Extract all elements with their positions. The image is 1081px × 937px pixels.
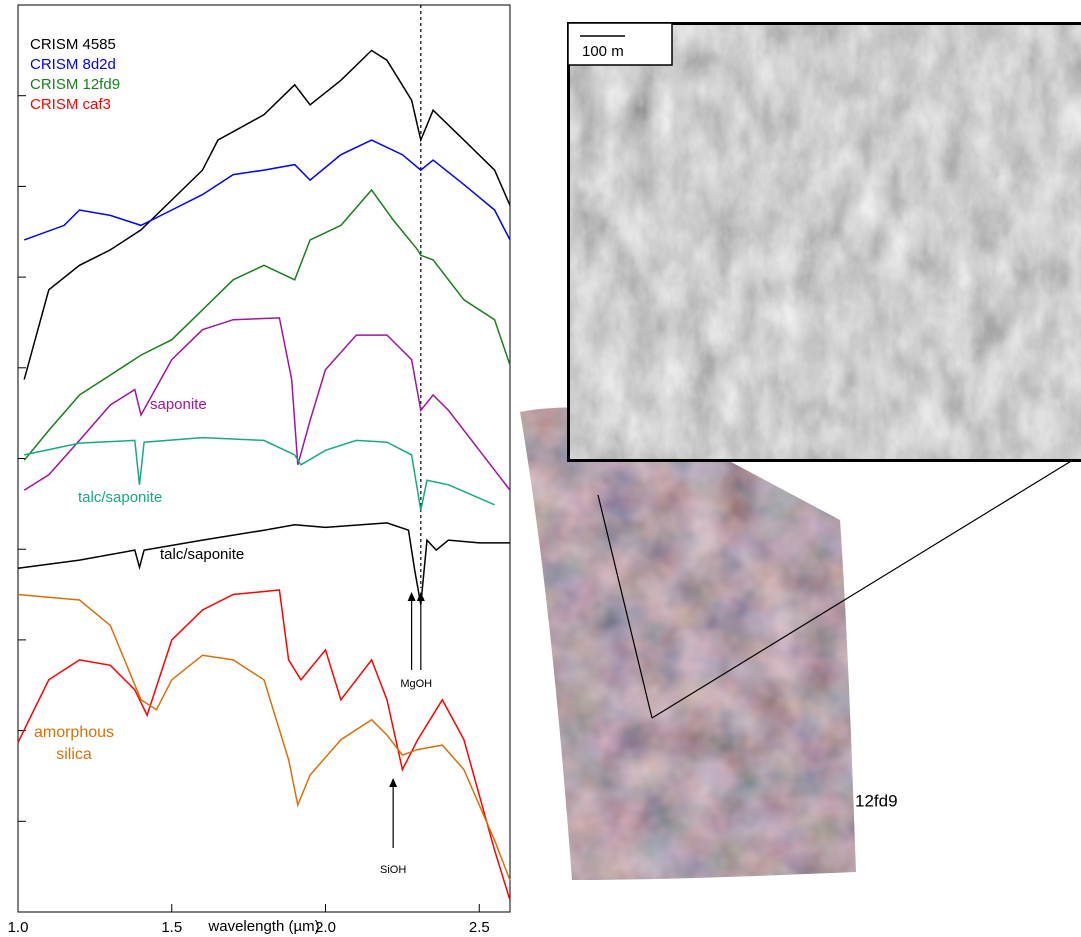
series-label: saponite	[150, 396, 207, 413]
series-label: talc/saponite	[160, 546, 244, 563]
x-tick-label: 1.5	[161, 919, 182, 936]
x-axis-label: wavelength (µm)	[207, 918, 319, 935]
spectrum-line	[24, 140, 510, 240]
arrow-head	[408, 592, 416, 601]
zoom-texture	[567, 22, 1081, 462]
spectrum-line	[18, 523, 510, 605]
plot-frame	[18, 5, 510, 912]
series-label: talc/saponite	[78, 489, 162, 506]
legend-label: CRISM 12fd9	[30, 76, 120, 93]
legend-label: CRISM caf3	[30, 96, 111, 113]
legend-label: CRISM 8d2d	[30, 56, 116, 73]
x-tick-label: 2.5	[469, 919, 490, 936]
legend-label: CRISM 4585	[30, 36, 116, 53]
scale-bar-label: 100 m	[582, 43, 624, 60]
context-texture	[515, 400, 860, 885]
x-tick-label: 2.0	[315, 919, 336, 936]
image-label: 12fd9	[855, 791, 898, 810]
context-image: 12fd9	[515, 400, 1081, 885]
annotation: SiOH	[380, 864, 406, 876]
annotation: MgOH	[400, 678, 432, 690]
x-tick-label: 1.0	[8, 919, 29, 936]
spectrum-line	[24, 318, 510, 490]
page: {"chart_data": {"type": "line", "x_label…	[0, 0, 1081, 937]
series-label: amorphous silica	[14, 722, 134, 766]
arrow-head	[389, 778, 397, 787]
zoom-image: 100 m	[567, 22, 1081, 462]
arrow-head	[417, 592, 425, 601]
figure: 12fd9 100 m wavelength (µm) 1.0 1.5 2.0 2.5…	[0, 0, 1081, 937]
